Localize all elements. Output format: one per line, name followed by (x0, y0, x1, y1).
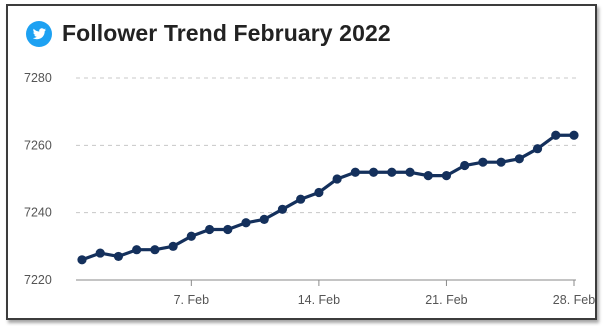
y-tick-label: 7280 (24, 71, 52, 85)
data-point[interactable] (514, 154, 524, 164)
data-point[interactable] (204, 224, 215, 235)
data-point[interactable] (132, 245, 142, 255)
chart-header: Follower Trend February 2022 (26, 20, 391, 47)
twitter-bird-icon (26, 20, 52, 47)
data-point[interactable] (241, 218, 251, 228)
data-point[interactable] (387, 167, 397, 177)
y-axis-tick-labels: 7220 7240 7260 7280 (24, 71, 52, 287)
x-axis (76, 279, 576, 286)
data-point[interactable] (423, 171, 433, 181)
data-point[interactable] (532, 144, 543, 154)
data-point[interactable] (405, 167, 415, 177)
data-point[interactable] (259, 214, 269, 224)
data-point[interactable] (350, 167, 360, 177)
y-tick-label: 7240 (24, 206, 52, 220)
data-point[interactable] (186, 231, 196, 241)
x-tick-label: 7. Feb (174, 293, 209, 307)
data-point[interactable] (223, 224, 233, 235)
data-point[interactable] (460, 160, 470, 171)
data-point[interactable] (296, 194, 306, 204)
data-point[interactable] (314, 187, 324, 198)
grid-lines (76, 77, 576, 214)
y-tick-label: 7220 (24, 273, 52, 287)
x-tick-label: 14. Feb (298, 293, 340, 307)
data-point[interactable] (113, 251, 124, 262)
x-tick-label: 21. Feb (425, 293, 467, 307)
data-point[interactable] (332, 174, 342, 184)
chart-title: Follower Trend February 2022 (62, 20, 391, 46)
data-point[interactable] (478, 157, 488, 167)
data-point[interactable] (77, 255, 87, 265)
data-point[interactable] (150, 245, 160, 255)
data-point[interactable] (277, 204, 288, 214)
data-point[interactable] (441, 171, 452, 181)
series-group (77, 130, 579, 265)
y-tick-label: 7260 (24, 138, 52, 152)
data-point[interactable] (569, 130, 579, 140)
data-point[interactable] (168, 241, 178, 251)
data-point[interactable] (496, 157, 506, 167)
x-axis-tick-labels: 7. Feb 14. Feb 21. Feb 28. Feb (174, 293, 596, 307)
data-point[interactable] (551, 130, 561, 140)
data-point[interactable] (368, 167, 379, 177)
series-line (80, 133, 576, 262)
x-tick-label: 28. Feb (553, 293, 595, 307)
data-point[interactable] (95, 248, 105, 258)
